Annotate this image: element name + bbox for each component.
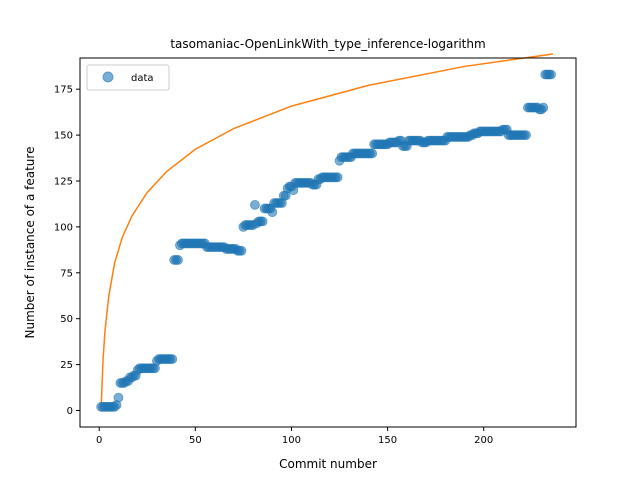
- y-tick-label: 150: [54, 131, 73, 142]
- x-tick-label: 150: [378, 435, 397, 446]
- plot-frame: [79, 57, 577, 428]
- data-point: [257, 216, 268, 227]
- plot-area: [80, 58, 576, 427]
- legend-box: [86, 64, 170, 91]
- y-tick-label: 175: [54, 85, 73, 96]
- x-axis-ticks: 0 50 100 150 200: [96, 427, 493, 446]
- y-axis-ticks: 0 25 50 75 100 125 150 175: [54, 85, 80, 417]
- x-tick-label: 100: [282, 435, 301, 446]
- y-tick-label: 75: [60, 268, 73, 279]
- x-tick-label: 0: [96, 435, 102, 446]
- points-layer: [96, 69, 556, 412]
- chart-title: tasomaniac-OpenLinkWith_type_inference-l…: [170, 37, 485, 51]
- y-axis-label: Number of instance of a feature: [23, 147, 37, 339]
- data-point: [332, 172, 343, 183]
- x-tick-label: 50: [189, 435, 202, 446]
- data-point: [521, 130, 531, 141]
- x-axis-label: Commit number: [279, 457, 377, 471]
- data-point: [173, 255, 183, 265]
- data-point: [167, 354, 178, 364]
- x-tick-label: 200: [474, 435, 493, 446]
- fit-curve: [100, 53, 554, 408]
- y-tick-label: 50: [60, 314, 73, 325]
- y-tick-label: 100: [54, 222, 73, 233]
- data-point: [367, 148, 378, 159]
- legend-marker-data: [102, 71, 114, 83]
- data-point: [113, 392, 124, 403]
- data-point: [236, 245, 247, 256]
- y-tick-label: 0: [67, 406, 73, 417]
- data-point: [538, 102, 549, 113]
- legend-label-data: data: [131, 73, 154, 84]
- legend: data: [86, 64, 170, 91]
- fit-layer: [100, 53, 554, 408]
- y-tick-label: 125: [54, 177, 73, 188]
- y-tick-label: 25: [60, 360, 73, 371]
- data-point: [250, 199, 260, 210]
- data-point: [267, 207, 278, 218]
- data-point: [546, 69, 556, 80]
